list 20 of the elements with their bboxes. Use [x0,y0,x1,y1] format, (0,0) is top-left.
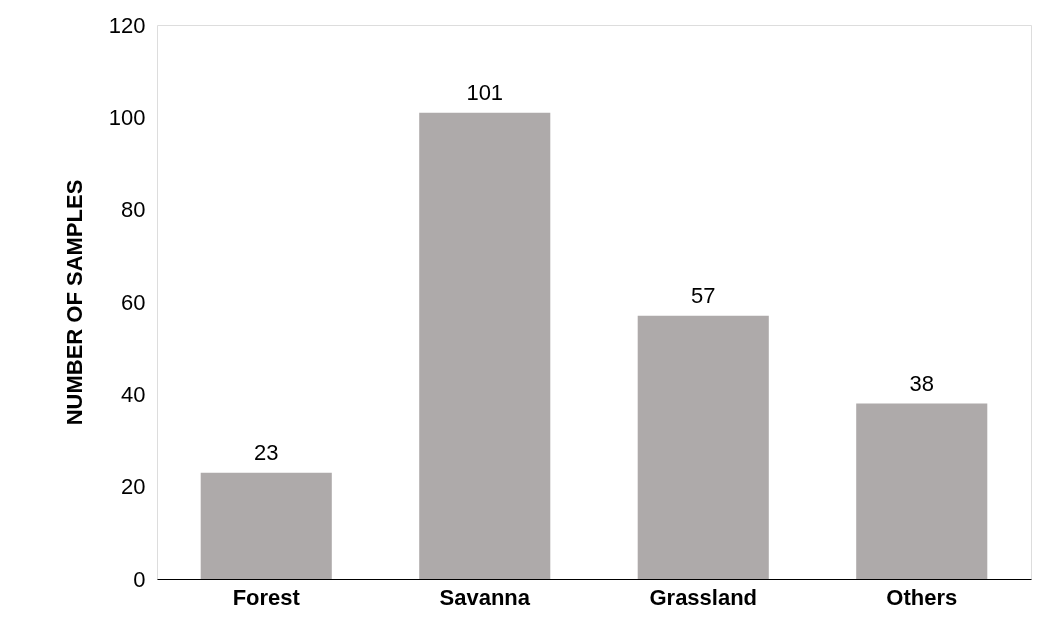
y-tick-label: 80 [121,197,146,223]
x-tick-label: Savanna [439,584,531,610]
data-label: 38 [909,370,934,396]
data-label: 57 [691,282,716,308]
x-tick-label: Others [886,584,958,610]
y-tick-label: 20 [121,474,146,500]
y-tick-label: 40 [121,381,146,407]
bar [200,472,332,579]
data-label: 101 [466,79,504,105]
y-tick-label: 100 [108,104,146,130]
y-tick-label: 60 [121,289,146,315]
y-tick-label: 0 [133,566,146,592]
bar [856,403,988,579]
x-tick-label: Grassland [649,584,758,610]
data-label: 23 [254,439,279,465]
y-axis-title: NUMBER OF SAMPLES [61,179,87,426]
y-tick-label: 120 [108,12,146,38]
bar [419,112,551,579]
bar [637,315,769,579]
x-tick-label: Forest [232,584,301,610]
